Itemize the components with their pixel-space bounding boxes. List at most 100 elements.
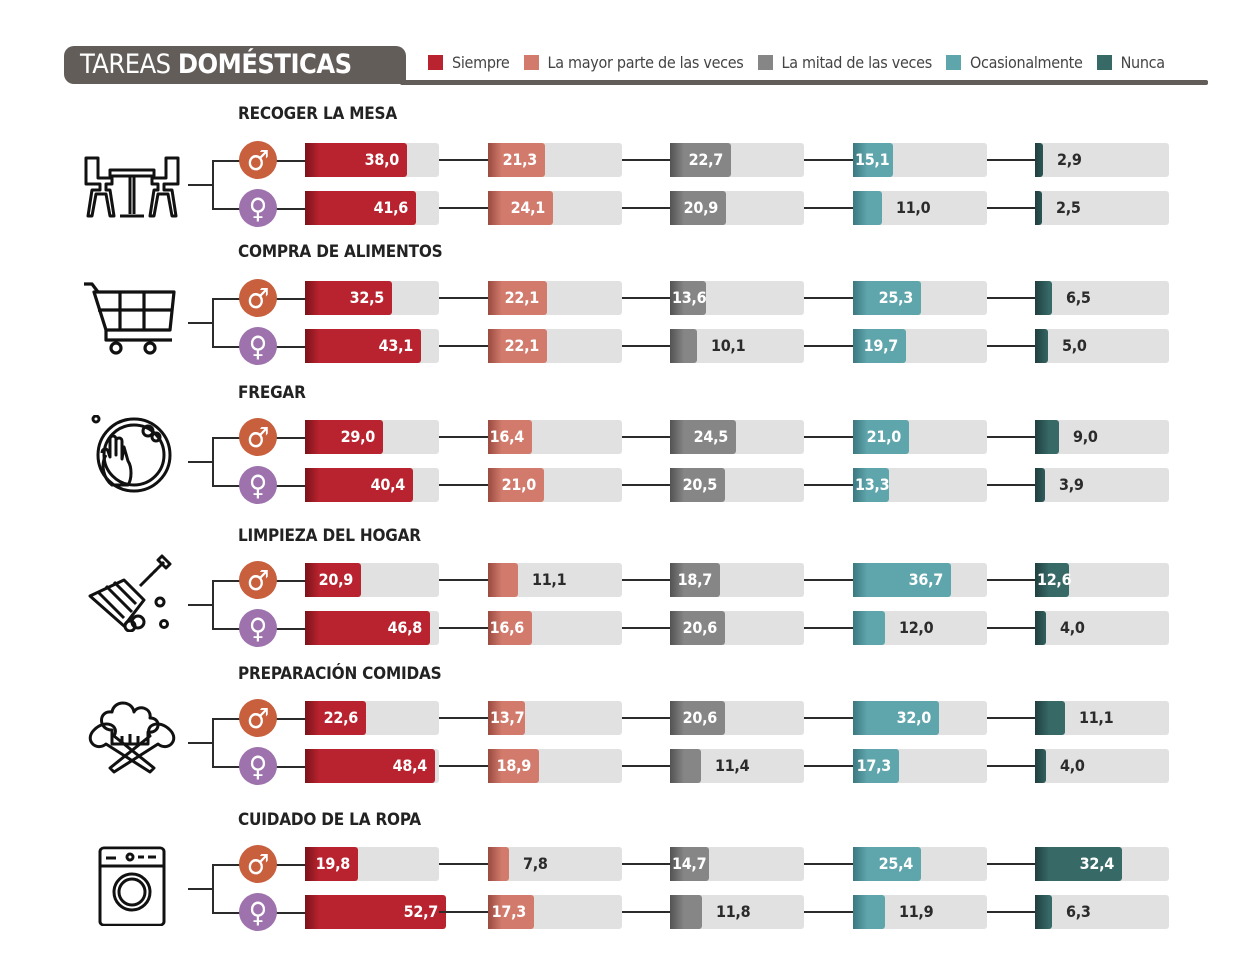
- bar-track: 20,5: [670, 468, 804, 502]
- bar-track: 48,4: [305, 749, 439, 783]
- legend-swatch: [757, 54, 773, 70]
- bar-value-label: 4,0: [1060, 756, 1085, 775]
- bar-female-4: [1035, 611, 1046, 645]
- bar-track: 38,0: [305, 143, 439, 177]
- column-connector: [987, 765, 1035, 767]
- column-connector: [804, 436, 853, 438]
- bar-value-label: 36,7: [908, 570, 944, 589]
- bar-track: 13,6: [670, 281, 804, 315]
- bar-female-0: [305, 329, 421, 363]
- bar-track: 12,0: [853, 611, 987, 645]
- bar-female-4: [1035, 749, 1046, 783]
- male-icon: ♂: [239, 699, 277, 737]
- bar-track: 19,7: [853, 329, 987, 363]
- tree-connector: [212, 864, 214, 914]
- bar-track: 9,0: [1035, 420, 1169, 454]
- bar-track: 6,3: [1035, 895, 1169, 929]
- bar-female-1: [488, 895, 534, 929]
- bar-value-label: 18,9: [496, 756, 532, 775]
- bar-male-4: [1035, 847, 1122, 881]
- legend-swatch: [1096, 54, 1112, 70]
- legend-label: Nunca: [1120, 52, 1166, 72]
- bar-track: 18,7: [670, 563, 804, 597]
- column-connector: [439, 159, 488, 161]
- tree-connector: [188, 742, 214, 744]
- bar-track: 41,6: [305, 191, 439, 225]
- bar-track: 21,3: [488, 143, 622, 177]
- bar-track: 25,3: [853, 281, 987, 315]
- bar-value-label: 4,0: [1060, 618, 1085, 637]
- bar-track: 12,6: [1035, 563, 1169, 597]
- bar-female-2: [670, 611, 725, 645]
- bar-track: 17,3: [853, 749, 987, 783]
- tree-connector: [188, 184, 214, 186]
- bar-value-label: 32,0: [896, 708, 932, 727]
- bar-value-label: 15,1: [855, 150, 890, 169]
- male-icon: ♂: [239, 279, 277, 317]
- bar-female-4: [1035, 329, 1048, 363]
- tree-connector: [212, 160, 214, 210]
- bar-value-label: 22,1: [504, 336, 540, 355]
- legend-swatch: [523, 54, 539, 70]
- bar-track: 32,4: [1035, 847, 1169, 881]
- bar-female-0: [305, 468, 413, 502]
- bar-track: 16,4: [488, 420, 622, 454]
- bar-track: 14,7: [670, 847, 804, 881]
- bar-value-label: 52,7: [403, 902, 439, 921]
- bar-value-label: 46,8: [387, 618, 423, 637]
- bar-female-4: [1035, 468, 1045, 502]
- column-connector: [439, 297, 488, 299]
- column-connector: [987, 345, 1035, 347]
- bar-track: 6,5: [1035, 281, 1169, 315]
- bar-track: 46,8: [305, 611, 439, 645]
- male-icon: ♂: [239, 845, 277, 883]
- bar-female-2: [670, 749, 701, 783]
- bar-track: 29,0: [305, 420, 439, 454]
- bar-value-label: 6,3: [1066, 902, 1091, 921]
- column-connector: [804, 911, 853, 913]
- bar-male-1: [488, 420, 532, 454]
- male-icon: ♂: [239, 561, 277, 599]
- bar-male-2: [670, 420, 736, 454]
- column-connector: [622, 717, 670, 719]
- legend-item: Siempre: [428, 53, 510, 72]
- bar-female-4: [1035, 895, 1052, 929]
- bar-male-4: [1035, 143, 1043, 177]
- bar-female-4: [1035, 191, 1042, 225]
- bar-value-label: 41,6: [373, 198, 409, 217]
- bar-female-0: [305, 895, 446, 929]
- female-icon: ♀: [239, 466, 277, 504]
- bar-female-3: [853, 749, 899, 783]
- bar-value-label: 20,9: [318, 570, 354, 589]
- bar-track: 19,8: [305, 847, 439, 881]
- tree-connector: [212, 437, 214, 487]
- bar-value-label: 22,1: [504, 288, 540, 307]
- bar-track: 2,5: [1035, 191, 1169, 225]
- bar-value-label: 40,4: [370, 475, 406, 494]
- bar-value-label: 18,7: [677, 570, 713, 589]
- bar-female-0: [305, 611, 430, 645]
- column-connector: [439, 579, 488, 581]
- column-connector: [622, 911, 670, 913]
- bar-male-1: [488, 143, 545, 177]
- bar-track: 36,7: [853, 563, 987, 597]
- column-connector: [439, 484, 488, 486]
- male-icon: ♂: [239, 141, 277, 179]
- bar-value-label: 48,4: [392, 756, 428, 775]
- bar-track: 20,9: [305, 563, 439, 597]
- bar-female-1: [488, 749, 539, 783]
- washing-machine-icon: [80, 846, 184, 927]
- column-connector: [622, 345, 670, 347]
- legend-label: Siempre: [452, 52, 510, 72]
- bar-track: 20,6: [670, 701, 804, 735]
- bar-male-2: [670, 701, 725, 735]
- bar-female-3: [853, 468, 889, 502]
- bar-track: 22,1: [488, 329, 622, 363]
- bar-female-2: [670, 191, 726, 225]
- bar-male-3: [853, 281, 921, 315]
- tree-connector: [212, 580, 214, 630]
- bar-value-label: 29,0: [340, 427, 376, 446]
- column-connector: [622, 579, 670, 581]
- column-connector: [622, 207, 670, 209]
- bar-male-2: [670, 847, 709, 881]
